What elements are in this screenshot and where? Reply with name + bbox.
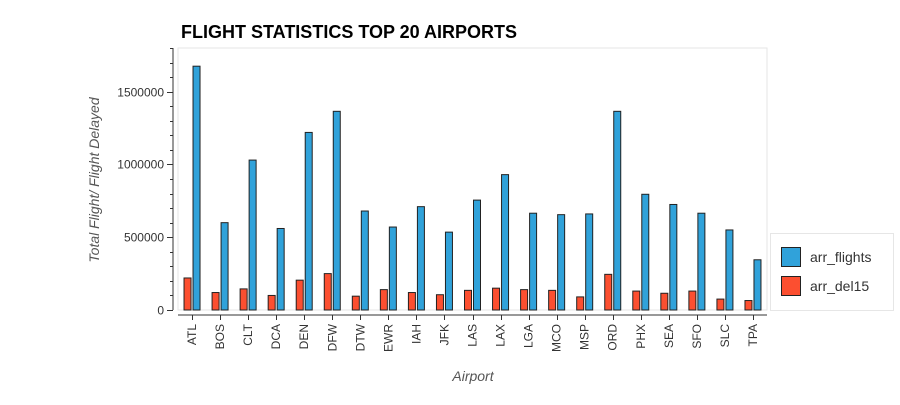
bar-arr_del15-SFO [688, 290, 697, 311]
bar-arr_flights-ORD [613, 110, 622, 311]
bar-arr_flights-SEA [669, 203, 678, 311]
bar-arr_del15-IAH [407, 292, 416, 311]
bar-arr_flights-SLC [725, 229, 734, 311]
x-tick-label: LAS [466, 324, 480, 347]
x-tick-label: DTW [353, 323, 367, 351]
x-tick-label: PHX [634, 324, 648, 349]
y-axis-label: Total Flight/ Flight Delayed [86, 96, 102, 262]
bar-arr_flights-MCO [557, 214, 566, 311]
y-axis: 0 500000 1000000 1500000 [117, 48, 174, 318]
bar-arr_flights-PHX [641, 193, 650, 311]
bar-arr_del15-TPA [744, 300, 753, 311]
bar-arr_del15-DCA [267, 294, 276, 311]
y-tick-label: 500000 [124, 231, 164, 245]
bar-arr_del15-MSP [576, 296, 585, 311]
bar-arr_flights-LAS [473, 199, 481, 311]
x-tick-label: IAH [409, 324, 423, 344]
x-tick-label: MSP [578, 324, 592, 350]
legend-item-arr-flights: arr_flights [781, 245, 871, 269]
bar-arr_del15-MCO [548, 289, 557, 311]
x-tick-label: MCO [550, 324, 564, 352]
x-tick-label: DFW [325, 323, 339, 351]
x-tick-label: DCA [269, 324, 283, 349]
bar-arr_flights-DFW [332, 110, 341, 311]
bar-arr_del15-JFK [435, 294, 444, 311]
x-tick-label: SLC [718, 324, 732, 348]
x-tick-label: LAX [494, 324, 508, 347]
y-tick-label: 1500000 [117, 86, 164, 100]
bar-arr_del15-DFW [323, 273, 332, 311]
bar-arr_del15-LAS [464, 289, 472, 311]
y-tick-label: 1000000 [117, 158, 164, 172]
x-tick-label: SFO [690, 324, 704, 349]
y-tick-label: 0 [157, 304, 164, 318]
bar-arr_del15-DEN [295, 279, 304, 311]
legend: arr_flights arr_del15 [770, 233, 894, 311]
bar-arr_flights-ATL [192, 65, 201, 311]
x-tick-label: DEN [297, 324, 311, 349]
legend-label-arr-del15: arr_del15 [810, 278, 870, 294]
bar-arr_flights-DTW [360, 210, 369, 311]
bar-arr_flights-MSP [585, 213, 594, 311]
bar-arr_del15-ORD [604, 273, 613, 311]
bar-arr_flights-DCA [276, 227, 285, 311]
legend-swatch-arr-flights [781, 247, 801, 267]
bar-arr_flights-TPA [753, 259, 762, 311]
bar-arr_flights-CLT [248, 159, 257, 311]
x-tick-label: TPA [746, 324, 760, 346]
x-axis-label: Airport [451, 368, 494, 384]
bar-arr_del15-EWR [379, 289, 388, 311]
x-tick-label: ORD [606, 324, 620, 351]
bar-arr_flights-SFO [697, 212, 706, 311]
x-tick-label: ATL [185, 324, 199, 345]
plot-frame [177, 47, 768, 311]
bar-arr_flights-DEN [304, 131, 313, 311]
x-tick-label: CLT [241, 323, 255, 345]
x-tick-label: EWR [381, 324, 395, 352]
chart-title: FLIGHT STATISTICS TOP 20 AIRPORTS [181, 22, 518, 42]
x-axis: ATL BOS CLT DCA DEN DFW DTW EWR IAH JFK LAS LAX LGA M… [178, 314, 767, 352]
bar-arr_flights-BOS [220, 222, 229, 311]
legend-item-arr-del15: arr_del15 [781, 274, 869, 298]
bar-arr_del15-DTW [351, 295, 360, 311]
bar-arr_flights-LGA [529, 212, 538, 311]
bar-arr_del15-SLC [716, 298, 725, 311]
x-tick-label: JFK [437, 324, 451, 345]
bars-group [183, 65, 762, 311]
bar-arr_flights-JFK [444, 231, 453, 311]
bar-arr_del15-BOS [211, 292, 220, 311]
bar-arr_del15-ATL [183, 277, 192, 311]
bar-arr_del15-LGA [520, 289, 529, 311]
bar-arr_flights-LAX [501, 174, 510, 311]
x-tick-label: SEA [662, 324, 676, 348]
legend-label-arr-flights: arr_flights [810, 249, 872, 265]
x-tick-label: BOS [213, 324, 227, 349]
bar-arr_del15-LAX [492, 287, 501, 311]
bar-arr_del15-SEA [660, 292, 669, 311]
x-tick-label: LGA [522, 324, 536, 348]
bar-arr_del15-CLT [239, 288, 248, 311]
bar-arr_flights-EWR [388, 226, 397, 311]
bar-arr_del15-PHX [632, 290, 641, 311]
legend-swatch-arr-del15 [781, 276, 801, 296]
bar-arr_flights-IAH [416, 206, 425, 311]
